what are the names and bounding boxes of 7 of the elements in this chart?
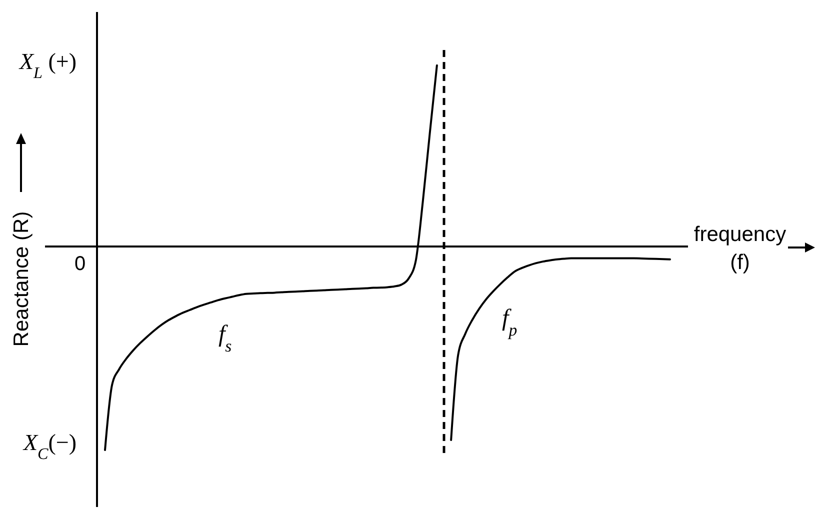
- text: X$_{L}$ (+): [18, 49, 77, 82]
- text: X$_{C}$(−): [22, 430, 77, 462]
- text: 0: [74, 253, 86, 275]
- series-label: f$_{s}$: [218, 321, 232, 355]
- x-axis-title: frequency (f): [694, 223, 787, 274]
- y-axis-title: Reactance (R): [10, 211, 33, 347]
- series-label: f$_{p}$: [502, 305, 518, 339]
